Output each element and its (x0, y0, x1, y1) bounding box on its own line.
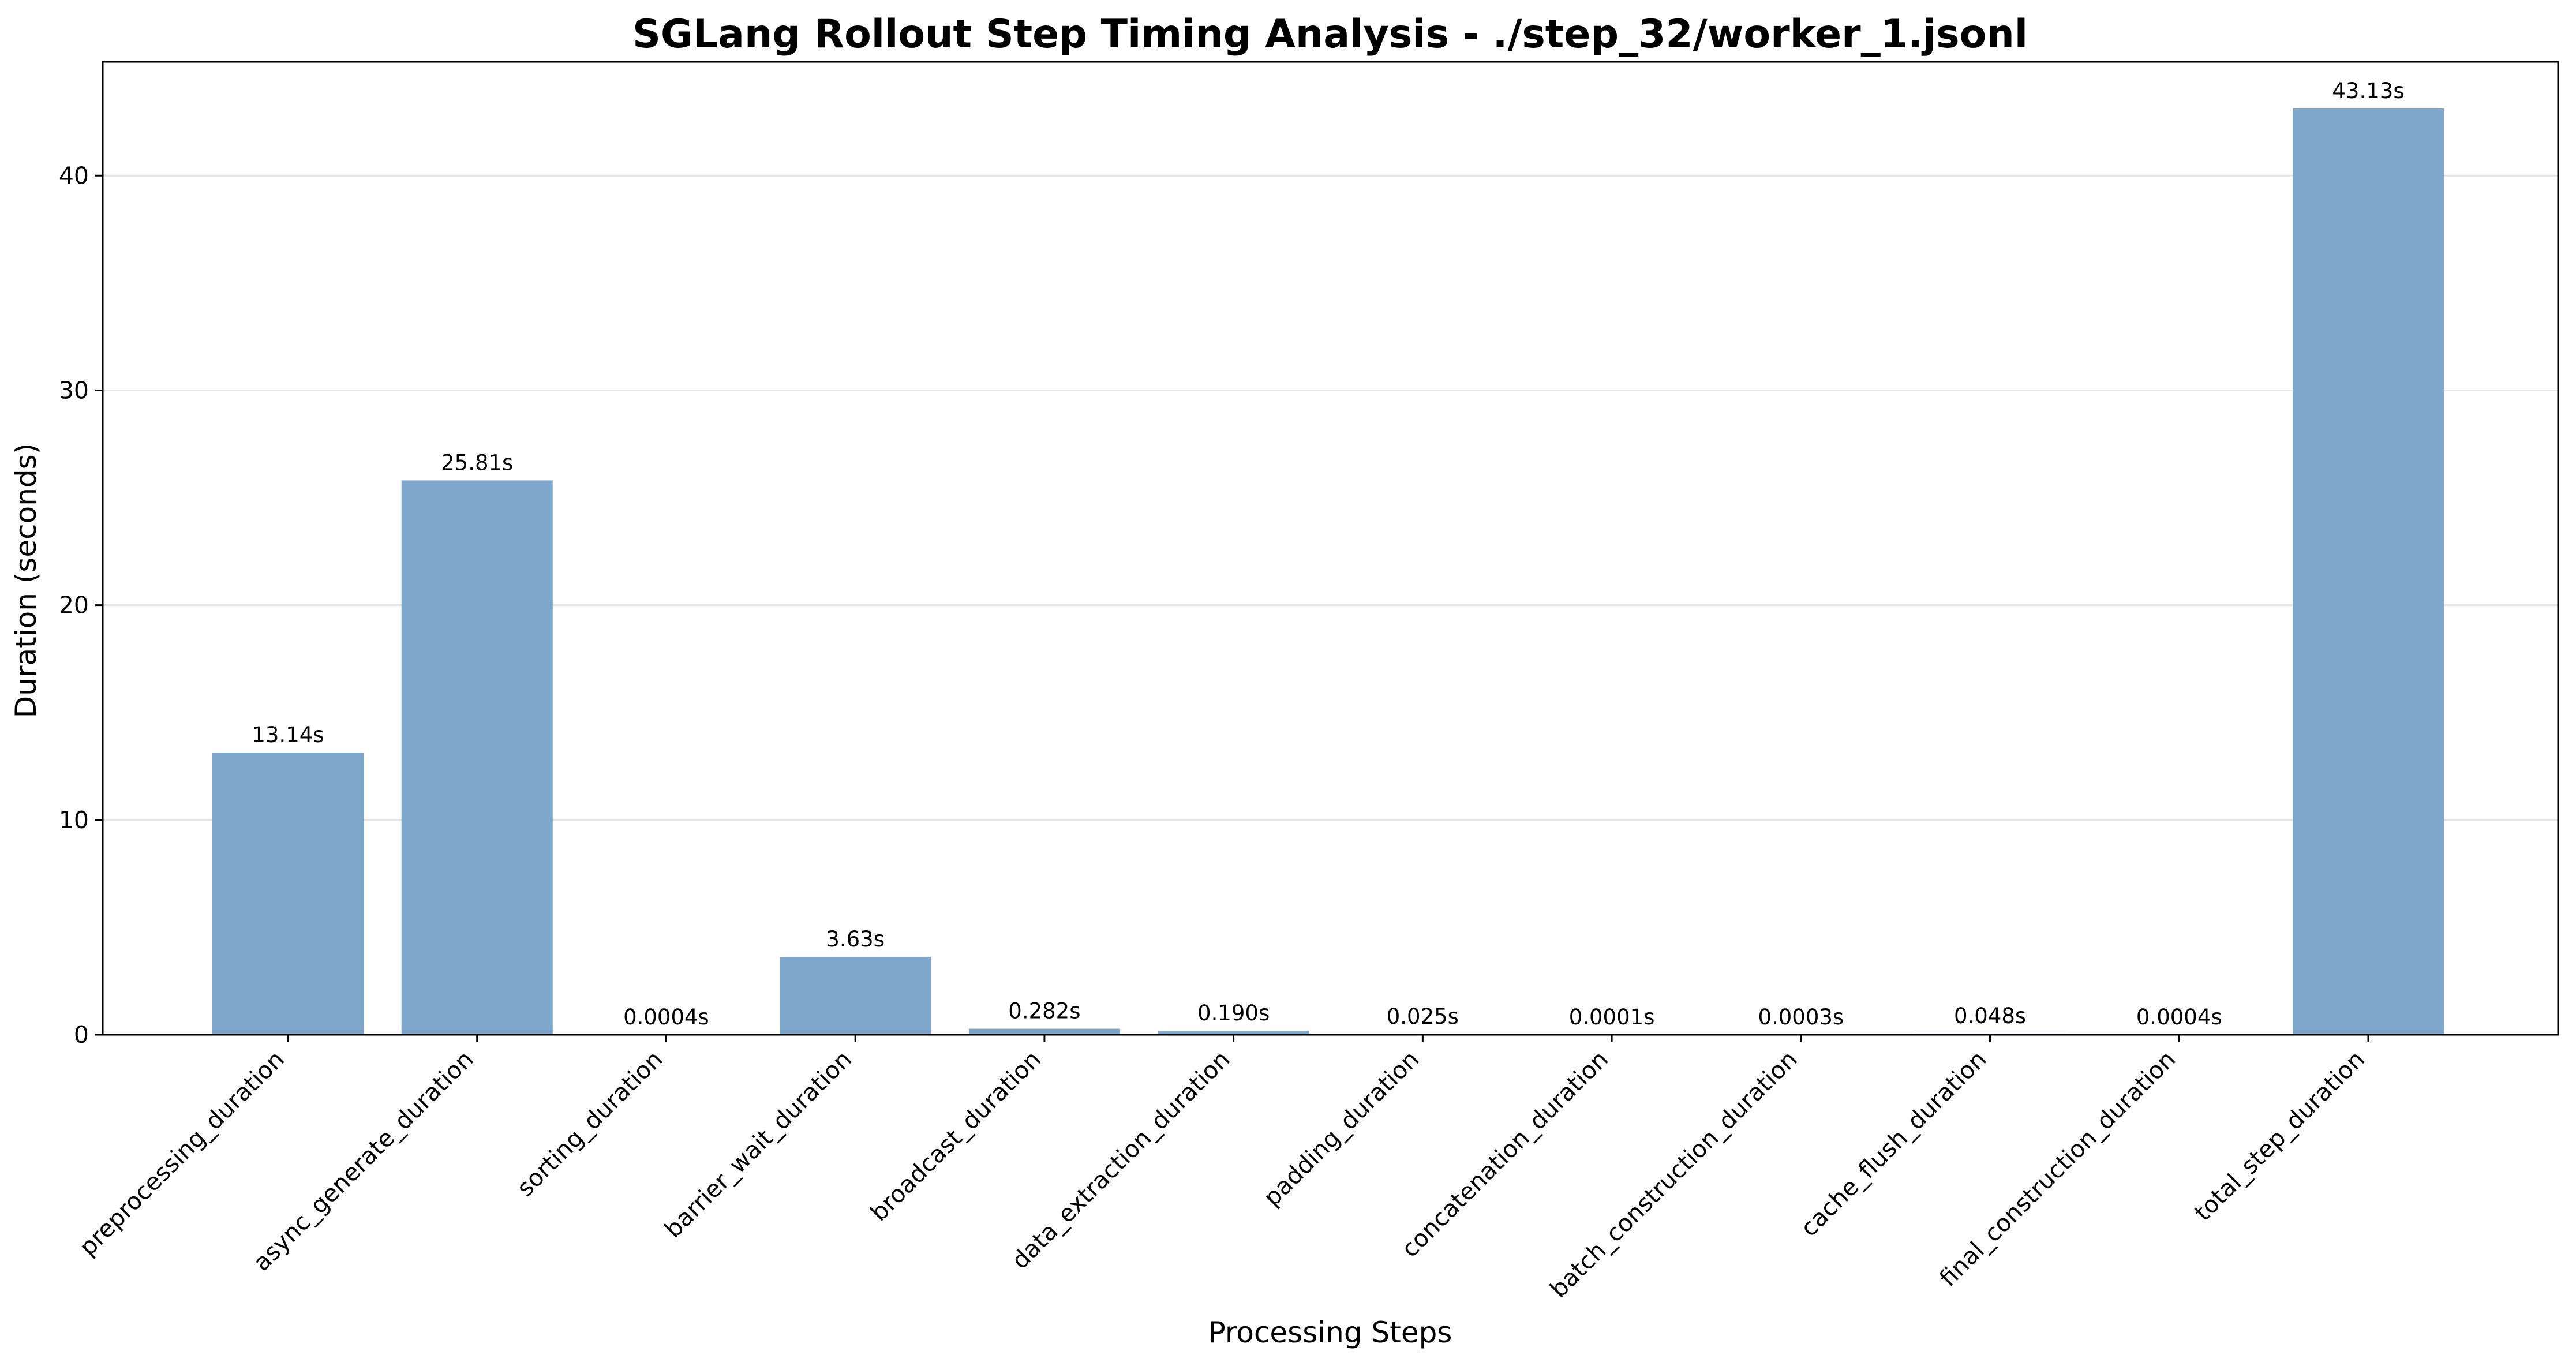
data-label: 13.14s (252, 723, 324, 747)
chart-title: SGLang Rollout Step Timing Analysis - ./… (632, 12, 2028, 57)
data-label: 0.025s (1387, 1004, 1459, 1029)
data-label: 0.0004s (2136, 1005, 2222, 1030)
y-tick-label: 0 (74, 1021, 89, 1049)
y-ticks: 0 10 20 30 40 (59, 162, 103, 1049)
data-labels: 13.14s 25.81s 0.0004s 3.63s 0.282s 0.190s 0.02… (252, 78, 2404, 1030)
data-label: 43.13s (2332, 78, 2404, 103)
x-tick-label: preprocessing_duration (74, 1045, 290, 1261)
data-label: 3.63s (826, 927, 885, 952)
x-tick-label: concatenation_duration (1396, 1045, 1613, 1263)
x-tick-label: async_generate_duration (248, 1045, 479, 1277)
bar-preprocessing-duration (212, 752, 364, 1035)
data-label: 0.0003s (1758, 1005, 1844, 1030)
plot-frame (102, 61, 2559, 1036)
data-label: 0.190s (1197, 1001, 1270, 1026)
x-tick-label: total_step_duration (2189, 1045, 2370, 1226)
x-tick-label: barrier_wait_duration (659, 1045, 857, 1243)
x-tick-label: sorting_duration (511, 1045, 668, 1202)
x-tick-label: data_extraction_duration (1006, 1045, 1235, 1274)
x-ticks: preprocessing_durationasync_generate_dur… (74, 1035, 2370, 1303)
bars (212, 108, 2444, 1035)
data-label: 0.282s (1008, 999, 1080, 1024)
data-label: 0.0001s (1569, 1005, 1655, 1030)
y-tick-label: 30 (59, 376, 89, 404)
bar-async-generate-duration (401, 480, 553, 1035)
y-tick-label: 20 (59, 592, 89, 619)
bar-barrier-wait-duration (780, 956, 931, 1035)
y-tick-label: 10 (59, 806, 89, 834)
bar-total-step-duration (2293, 108, 2444, 1035)
y-tick-label: 40 (59, 162, 89, 189)
data-label: 0.0004s (623, 1005, 709, 1030)
data-label: 25.81s (441, 450, 513, 475)
bar-data-extraction-duration (1158, 1030, 1309, 1035)
data-label: 0.048s (1954, 1004, 2026, 1028)
x-tick-label: padding_duration (1258, 1045, 1424, 1211)
x-tick-label: broadcast_duration (865, 1045, 1046, 1226)
bar-broadcast-duration (968, 1028, 1120, 1035)
x-axis-label: Processing Steps (1208, 1316, 1452, 1349)
x-tick-label: cache_flush_duration (1795, 1045, 1992, 1242)
y-axis-label: Duration (seconds) (9, 443, 43, 718)
